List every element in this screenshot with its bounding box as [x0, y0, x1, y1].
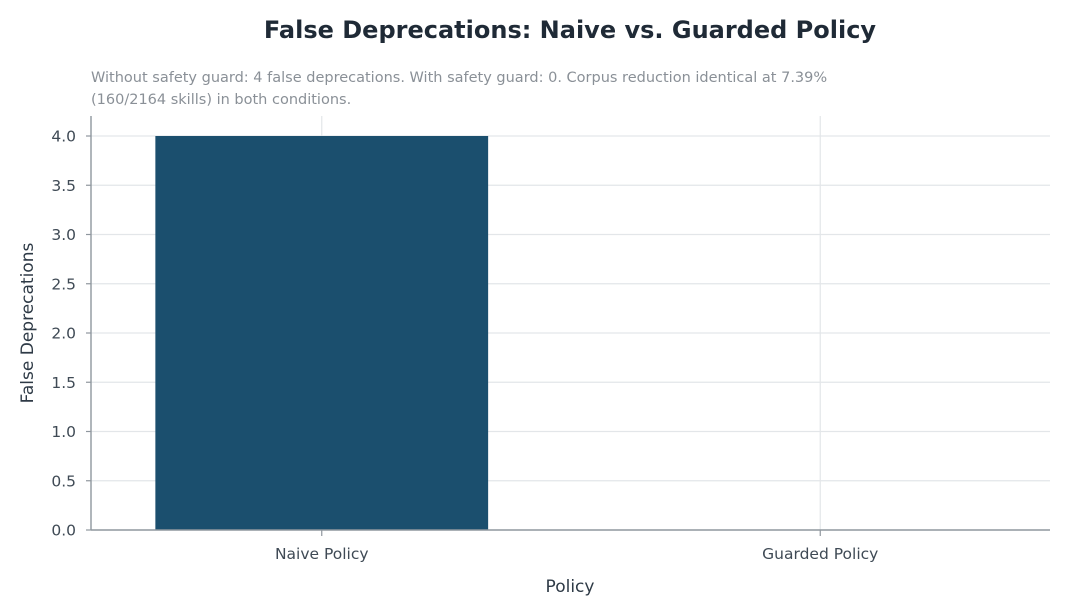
chart-title: False Deprecations: Naive vs. Guarded Po…: [264, 16, 877, 44]
x-ticks: Naive Policy Guarded Policy: [275, 530, 878, 563]
y-tick-label: 2.5: [51, 275, 76, 293]
y-ticks: 0.0 0.5 1.0 1.5 2.0 2.5 3.0 3.5 4.0: [51, 128, 91, 540]
y-tick-label: 1.0: [51, 423, 76, 441]
bars: [155, 136, 489, 530]
x-tick-label: Naive Policy: [275, 545, 369, 563]
y-tick-label: 0.5: [51, 472, 76, 490]
y-tick-label: 4.0: [51, 128, 76, 146]
y-tick-label: 3.0: [51, 226, 76, 244]
x-axis-label: Policy: [546, 577, 595, 597]
bar-naive-policy: [155, 136, 489, 530]
x-tick-label: Guarded Policy: [762, 545, 878, 563]
y-tick-label: 2.0: [51, 325, 76, 343]
y-tick-label: 0.0: [51, 522, 76, 540]
chart-subtitle-line-2: (160/2164 skills) in both conditions.: [91, 92, 351, 108]
y-tick-label: 3.5: [51, 177, 76, 195]
chart-subtitle-line-1: Without safety guard: 4 false deprecatio…: [91, 70, 827, 86]
y-axis-label: False Deprecations: [18, 243, 38, 404]
y-tick-label: 1.5: [51, 374, 76, 392]
